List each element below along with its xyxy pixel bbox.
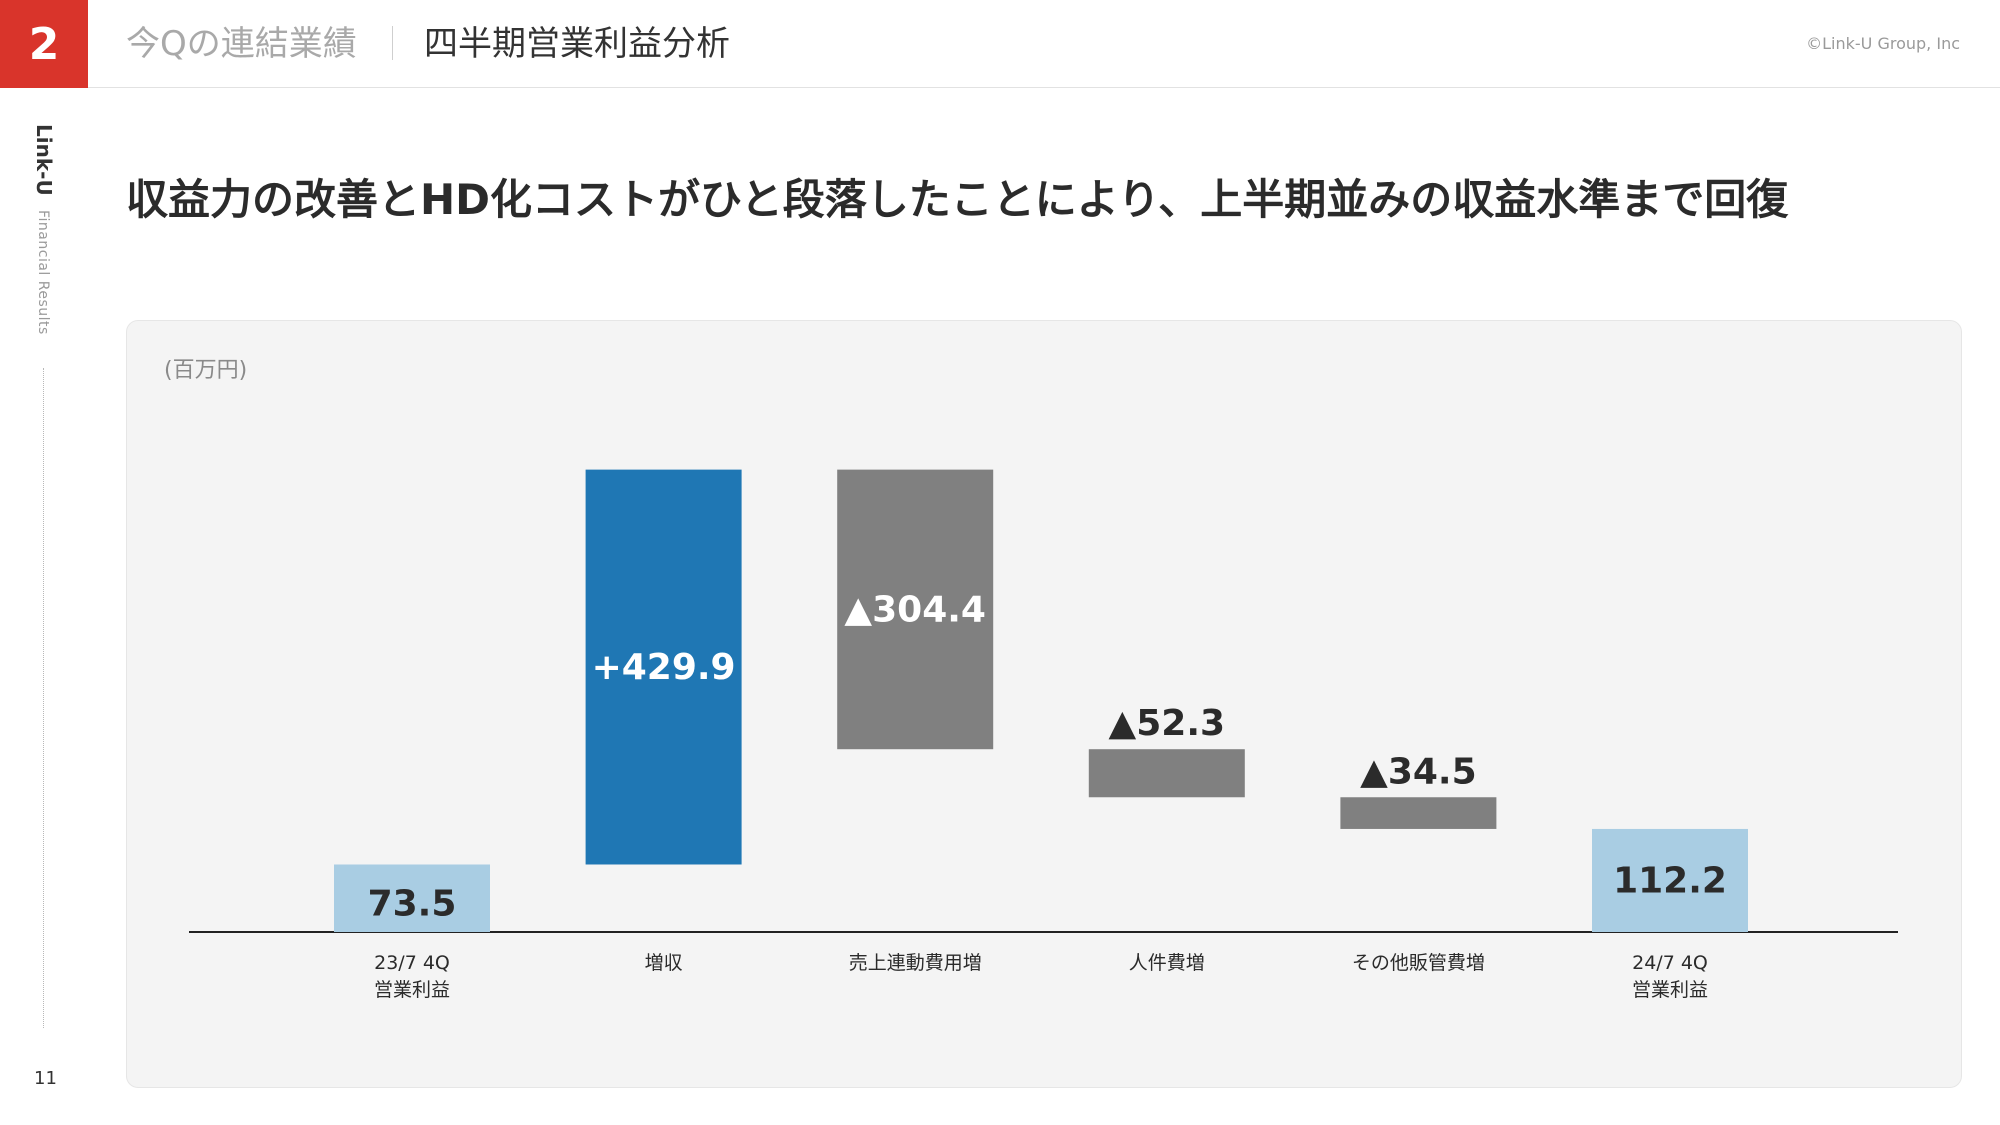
bar-4 — [1088, 749, 1245, 798]
sidebar-dotted-line — [43, 368, 44, 1028]
headline: 収益力の改善とHD化コストがひと段落したことにより、上半期並みの収益水準まで回復 — [126, 175, 1789, 224]
bar-6 — [1592, 828, 1748, 932]
category-label-6-1: 24/7 4Q — [1632, 952, 1708, 974]
category-label-1-1: 23/7 4Q — [374, 952, 450, 974]
page-title: 四半期営業利益分析 — [424, 24, 730, 64]
category-label-1-2: 営業利益 — [374, 979, 450, 1001]
chart-unit-label: (百万円) — [164, 358, 248, 383]
sidebar-subtitle: Financial Results — [35, 210, 51, 335]
data-label-5: ▲34.5 — [1360, 751, 1477, 792]
section-title: 今Qの連結業績 — [126, 24, 357, 64]
category-label-3-1: 売上連動費用増 — [849, 952, 982, 974]
header-divider — [392, 26, 393, 60]
category-label-5-1: その他販管費増 — [1352, 952, 1485, 974]
category-label-6-2: 営業利益 — [1632, 979, 1708, 1001]
sidebar-brand: Link-U — [32, 124, 56, 196]
data-label-1: 73.5 — [368, 884, 457, 925]
bar-1 — [334, 864, 490, 932]
bar-5 — [1340, 797, 1497, 829]
data-label-6: 112.2 — [1613, 860, 1727, 901]
category-label-2-1: 増収 — [645, 952, 683, 974]
data-label-4: ▲52.3 — [1109, 703, 1226, 744]
data-label-3: ▲304.4 — [844, 589, 986, 630]
chart-panel — [126, 320, 1962, 1088]
page-number: 11 — [34, 1068, 57, 1089]
header-rule — [88, 87, 2000, 88]
bar-3 — [837, 469, 994, 750]
data-label-2: +429.9 — [592, 647, 736, 688]
section-number-badge: 2 — [0, 0, 88, 88]
category-label-4-1: 人件費増 — [1129, 952, 1205, 974]
bar-2 — [585, 469, 742, 865]
copyright-text: ©Link-U Group, Inc — [1806, 34, 1960, 53]
